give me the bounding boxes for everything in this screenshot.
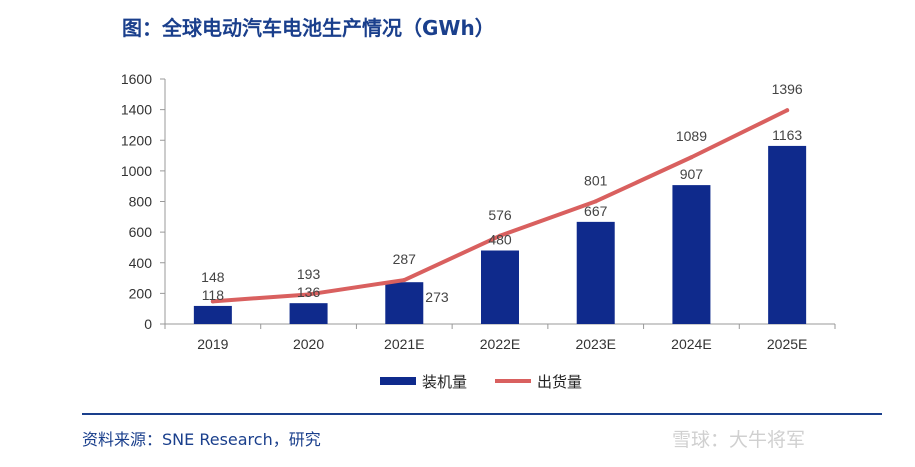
line-point xyxy=(498,233,502,238)
data-labels: 118 136 273 480 667 907 1163 148 193 287 576 801 108… xyxy=(201,81,803,305)
chart-canvas: 0 200 400 600 800 1000 1200 1400 1600 2019 2020 202… xyxy=(121,71,836,391)
y-tick-label: 400 xyxy=(129,255,153,271)
y-tick-label: 1600 xyxy=(121,71,152,87)
x-tick-label: 2022E xyxy=(480,336,520,352)
line-value-label: 287 xyxy=(393,251,417,267)
bar-value-label: 1163 xyxy=(772,127,802,143)
legend-label-bar: 装机量 xyxy=(422,373,467,391)
bar-value-label: 907 xyxy=(680,166,704,182)
y-tick-label: 0 xyxy=(144,316,152,332)
line-value-label: 801 xyxy=(584,172,608,188)
line-point xyxy=(689,155,694,160)
line-point xyxy=(210,299,215,304)
bar xyxy=(289,303,328,324)
line-point xyxy=(402,278,407,283)
x-tick-label: 2024E xyxy=(671,336,711,352)
line-series xyxy=(210,108,790,304)
line-value-label: 1396 xyxy=(772,81,803,97)
bar xyxy=(768,145,807,324)
line-value-label: 148 xyxy=(201,269,225,285)
bar xyxy=(193,305,232,324)
line-value-label: 576 xyxy=(488,207,512,223)
bar-value-label: 136 xyxy=(297,284,321,300)
bar xyxy=(385,282,424,324)
legend: 装机量 出货量 xyxy=(380,373,582,391)
x-tick-label: 2021E xyxy=(384,336,424,352)
y-tick-label: 600 xyxy=(129,224,153,240)
y-tick-label: 200 xyxy=(129,285,153,301)
bar xyxy=(481,250,519,324)
axes: 0 200 400 600 800 1000 1200 1400 1600 2019 2020 202… xyxy=(121,71,836,352)
y-tick-label: 1400 xyxy=(121,102,152,118)
watermark: 雪球：大牛将军 xyxy=(672,429,806,451)
bar-value-label: 480 xyxy=(488,232,512,248)
bar xyxy=(672,185,711,324)
line-value-label: 193 xyxy=(297,266,321,282)
y-tick-label: 1000 xyxy=(121,163,152,179)
x-tick-label: 2023E xyxy=(575,336,615,352)
footer-divider xyxy=(82,413,882,415)
x-tick-label: 2019 xyxy=(197,336,228,352)
line-point xyxy=(785,108,790,113)
chart-title: 图：全球电动汽车电池生产情况（GWh） xyxy=(122,16,495,40)
legend-label-line: 出货量 xyxy=(537,373,582,391)
bar-value-label: 118 xyxy=(202,287,225,303)
legend-swatch-bar xyxy=(380,377,416,385)
bar-series xyxy=(193,145,807,324)
bar xyxy=(576,221,615,324)
line-point xyxy=(306,292,311,297)
x-tick-label: 2025E xyxy=(767,336,807,352)
source-note: 资料来源：SNE Research，研究 xyxy=(82,430,321,449)
line-point xyxy=(593,199,598,204)
bar-value-label: 273 xyxy=(425,289,449,305)
y-tick-label: 800 xyxy=(129,194,153,210)
line-value-label: 1089 xyxy=(676,128,707,144)
x-tick-label: 2020 xyxy=(293,336,324,352)
y-tick-label: 1200 xyxy=(121,132,152,148)
bar-value-label: 667 xyxy=(584,203,608,219)
